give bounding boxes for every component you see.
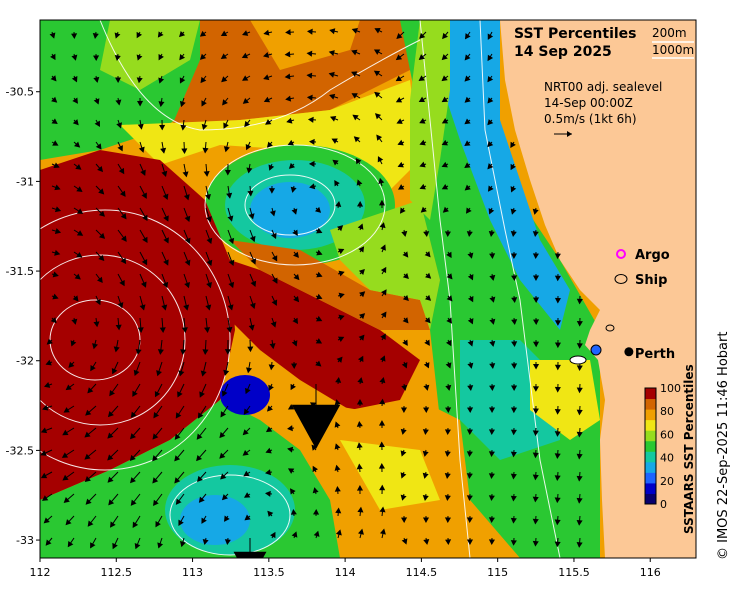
y-tick-label: -33 [16,534,34,547]
contour-label-200m: 200m [652,26,687,40]
x-tick-label: 112.5 [101,566,133,579]
currents-source: NRT00 adj. sealevel [544,80,662,94]
x-tick-label: 114 [335,566,356,579]
colorbar-segment [645,420,656,431]
argo-legend-label: Argo [635,248,670,263]
y-tick-label: -31 [16,175,34,188]
sst-patch-sw-blue [180,495,250,545]
title-line2: 14 Sep 2025 [514,44,612,60]
title-line1: SST Percentiles [514,26,637,42]
x-tick-label: 115.5 [558,566,590,579]
colorbar-label: SSTAARS SST Percentiles [682,364,696,534]
colorbar-tick-label: 20 [660,475,674,488]
x-tick-label: 115 [487,566,508,579]
y-tick-label: -31.5 [6,265,34,278]
colorbar-segment [645,483,656,494]
colorbar-tick-label: 40 [660,452,674,465]
y-tick-label: -32 [16,355,34,368]
y-tick-label: -30.5 [6,86,34,99]
contour-label-1000m: 1000m [652,43,694,57]
colorbar-segment [645,493,656,504]
colorbar-segment [645,441,656,452]
argo-or-ship-marker [591,345,601,355]
x-tick-label: 114.5 [406,566,438,579]
x-tick-label: 113.5 [253,566,285,579]
colorbar-segment [645,388,656,399]
credit-text: © IMOS 22-Sep-2025 11:46 Hobart [716,332,731,560]
perth-label: Perth [635,347,675,362]
x-tick-label: 112 [30,566,51,579]
y-axis-ticks: -30.5 -31 -31.5 -32 -32.5 -33 [6,86,40,547]
colorbar-segment [645,399,656,410]
colorbar-segment [645,430,656,441]
colorbar-segment [645,451,656,462]
colorbar [645,388,656,505]
perth-marker [624,347,633,356]
x-tick-label: 113 [182,566,203,579]
colorbar-tick-label: 100 [660,382,681,395]
y-tick-label: -32.5 [6,444,34,457]
colorbar-tick-label: 0 [660,498,667,511]
colorbar-tick-label: 80 [660,405,674,418]
island-rottnest [570,356,586,364]
currents-time: 14-Sep 00:00Z [544,96,633,110]
colorbar-segment [645,409,656,420]
x-tick-label: 116 [640,566,661,579]
x-axis-ticks: 112 112.5 113 113.5 114 114.5 115 115.5 116 [30,558,661,579]
colorbar-tick-label: 60 [660,428,674,441]
ship-legend-label: Ship [635,273,667,288]
colorbar-segment [645,472,656,483]
currents-scale: 0.5m/s (1kt 6h) [544,112,637,126]
colorbar-segment [645,462,656,473]
